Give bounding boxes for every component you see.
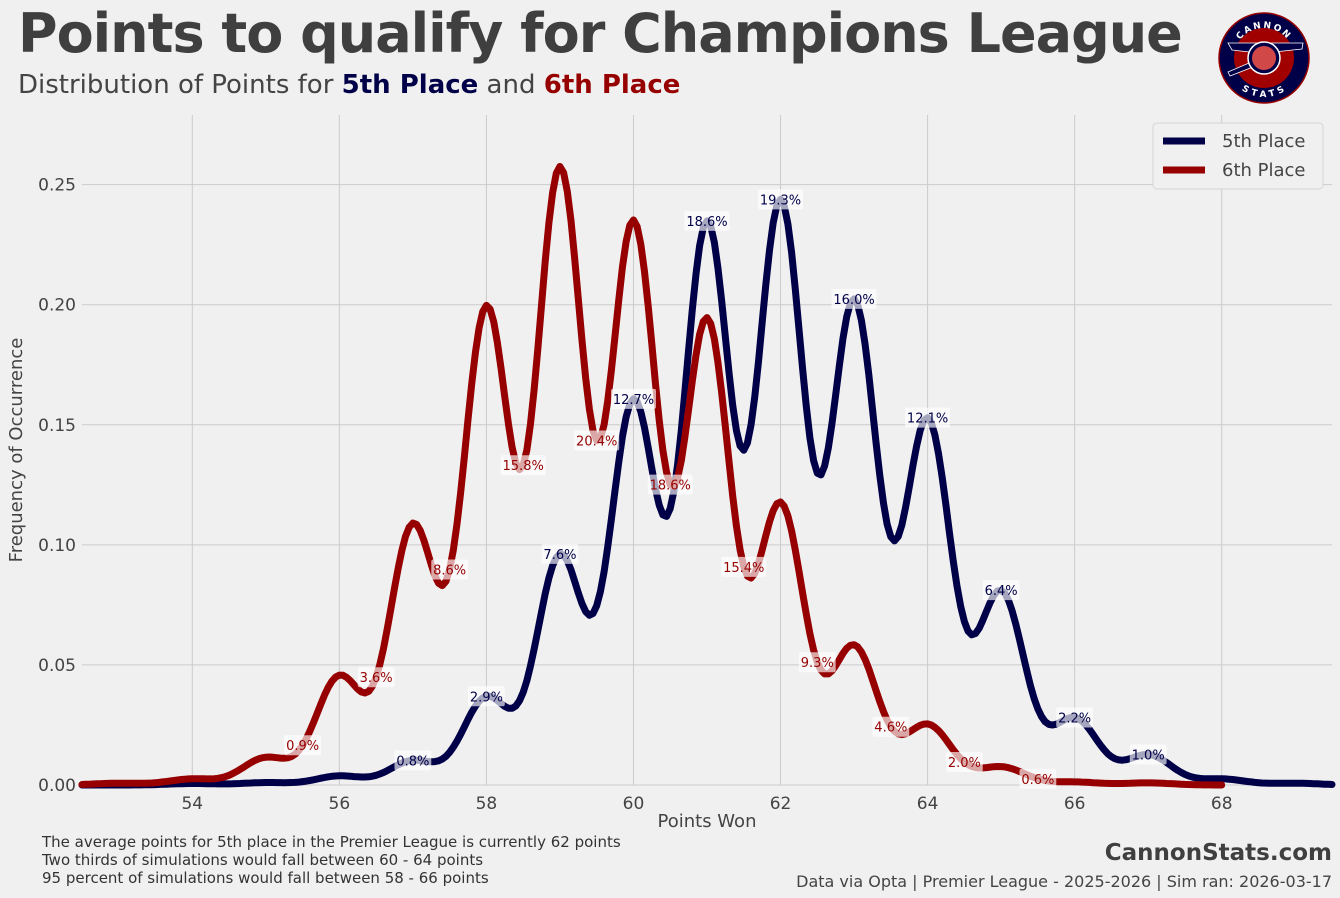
subtitle-and: and [478, 70, 544, 100]
data-label: 0.9% [286, 739, 319, 754]
data-label-bg [284, 735, 321, 756]
x-tick-label: 68 [1211, 794, 1233, 814]
cannonstats-logo: CANNON STATS [1218, 12, 1310, 104]
x-tick-label: 66 [1064, 794, 1086, 814]
data-label-bg [357, 667, 395, 688]
data-label: 6.4% [985, 584, 1018, 599]
chart-subtitle: Distribution of Points for 5th Place and… [18, 70, 680, 100]
x-tick-label: 62 [770, 794, 792, 814]
y-tick-label: 0.20 [38, 296, 76, 316]
data-label: 18.6% [686, 215, 727, 230]
data-label: 8.6% [433, 563, 466, 578]
data-label: 4.6% [874, 721, 907, 736]
data-label: 2.0% [948, 756, 981, 771]
data-label: 12.1% [907, 412, 948, 427]
x-tick-label: 64 [917, 794, 939, 814]
data-label-bg [872, 716, 910, 737]
brand-text: CannonStats.com [1104, 840, 1332, 866]
y-tick-label: 0.10 [38, 536, 76, 556]
y-axis-label: Frequency of Occurrence [6, 338, 27, 563]
legend-label: 5th Place [1222, 131, 1306, 152]
data-label-bg [610, 388, 656, 409]
data-label: 3.6% [360, 671, 393, 686]
note-line: 95 percent of simulations would fall bet… [42, 869, 489, 887]
data-label-bg [394, 750, 432, 771]
data-label: 12.7% [613, 393, 654, 408]
y-tick-label: 0.05 [38, 656, 76, 676]
data-label-bg [500, 455, 546, 476]
data-label-bg [541, 543, 579, 564]
data-label: 0.8% [396, 754, 429, 769]
data-label: 2.9% [470, 690, 503, 705]
data-label-bg [574, 430, 620, 451]
data-label-bg [1056, 707, 1094, 728]
data-label: 0.6% [1021, 773, 1054, 788]
data-label: 7.6% [543, 548, 576, 563]
data-label-bg [798, 652, 836, 673]
data-label-bg [1129, 744, 1167, 765]
data-label-bg [431, 559, 469, 580]
x-tick-label: 54 [181, 794, 203, 814]
data-label-bg [982, 580, 1020, 601]
data-label: 19.3% [760, 193, 801, 208]
chart-title: Points to qualify for Champions League [18, 2, 1183, 65]
data-label: 15.4% [723, 561, 764, 576]
note-line: The average points for 5th place in the … [42, 833, 621, 851]
x-tick-label: 60 [623, 794, 645, 814]
subtitle-6th: 6th Place [543, 70, 681, 100]
data-label-bg [945, 752, 983, 773]
x-tick-label: 58 [476, 794, 498, 814]
data-label-bg [647, 474, 693, 495]
data-label: 20.4% [576, 435, 617, 450]
data-label: 15.8% [503, 459, 544, 474]
data-label: 2.2% [1058, 711, 1091, 726]
legend-label: 6th Place [1222, 160, 1306, 181]
data-label-bg [1019, 768, 1057, 789]
y-tick-label: 0.25 [38, 176, 76, 196]
y-tick-label: 0.15 [38, 416, 76, 436]
data-label: 16.0% [833, 293, 874, 308]
subtitle-5th: 5th Place [341, 70, 479, 100]
data-label-bg [831, 288, 877, 309]
x-tick-label: 56 [329, 794, 351, 814]
data-label-bg [468, 686, 505, 707]
data-label-bg [684, 210, 730, 231]
y-tick-label: 0.00 [38, 776, 76, 796]
series-line-5th [78, 195, 1336, 789]
subtitle-prefix: Distribution of Points for [18, 70, 342, 100]
data-label-bg [905, 407, 951, 428]
data-label: 1.0% [1132, 749, 1165, 764]
summary-notes: The average points for 5th place in the … [42, 833, 621, 887]
data-credit: Data via Opta | Premier League - 2025-20… [796, 872, 1332, 891]
x-axis-label: Points Won [658, 811, 757, 832]
data-label: 18.6% [650, 479, 691, 494]
data-label: 9.3% [801, 656, 834, 671]
data-label-bg [758, 189, 804, 210]
note-line: Two thirds of simulations would fall bet… [42, 851, 484, 869]
data-label-bg [721, 556, 767, 577]
